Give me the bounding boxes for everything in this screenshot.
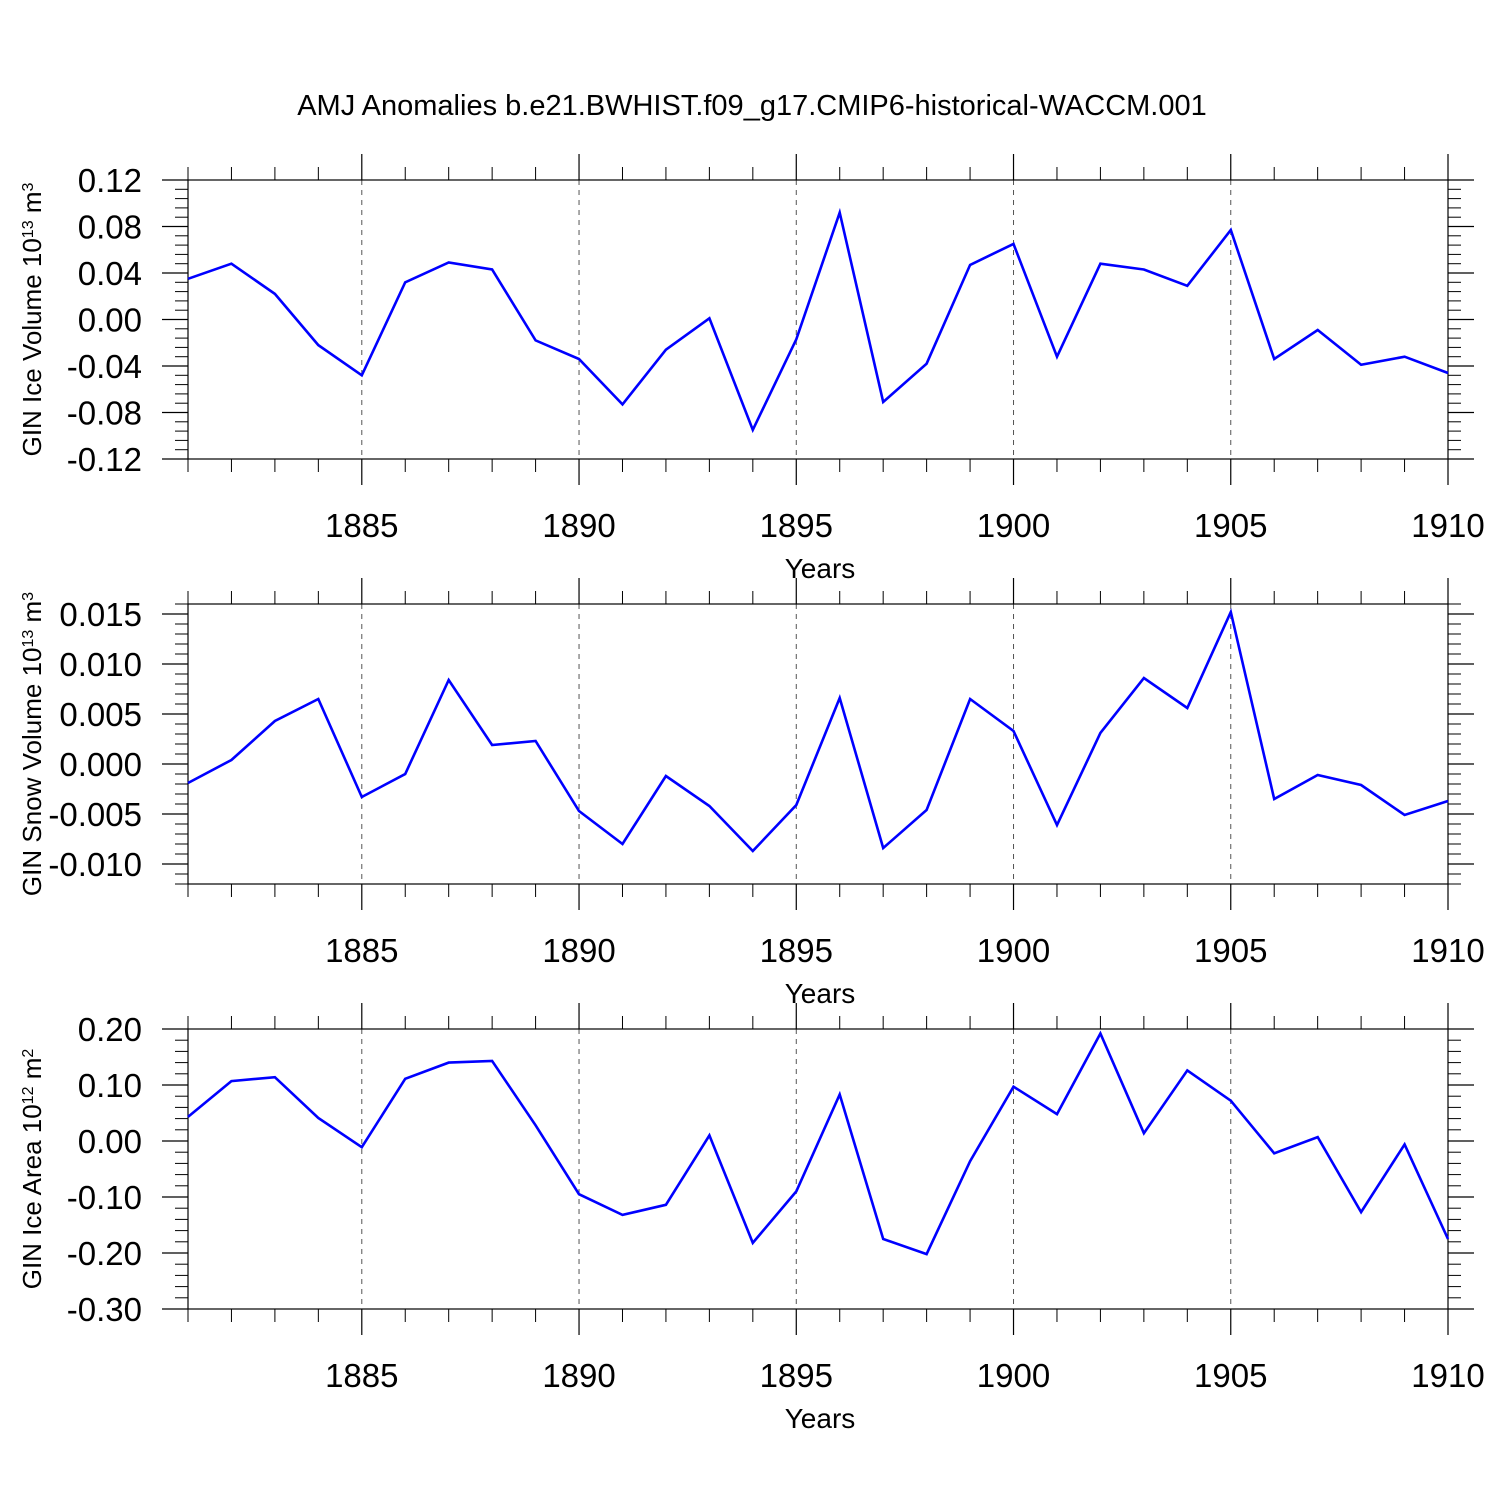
x-tick-label: 1885: [325, 932, 398, 969]
x-tick-label: 1910: [1411, 507, 1484, 544]
y-tick-label: 0.015: [59, 596, 142, 633]
x-tick-label: 1905: [1194, 507, 1267, 544]
y-tick-label: -0.10: [67, 1179, 142, 1216]
series-line: [187, 607, 1449, 853]
x-tick-label: 1900: [977, 1357, 1050, 1394]
x-tick-label: 1890: [542, 507, 615, 544]
plot-frame: [187, 179, 1449, 460]
x-axis-label: Years: [785, 978, 856, 1009]
y-tick-label: -0.20: [67, 1235, 142, 1272]
y-axis-label: GIN Snow Volume 1013 m3: [17, 592, 47, 896]
x-tick-label: 1895: [760, 1357, 833, 1394]
chart-panel-3: 0.20 0.10 0.00 -0.10 -0.20 -0.30 1885 1890 1895 1…: [17, 1003, 1485, 1434]
y-tick-label: -0.010: [48, 846, 142, 883]
x-tick-label: 1900: [977, 932, 1050, 969]
x-tick-label: 1895: [760, 507, 833, 544]
series-line: [187, 207, 1449, 434]
chart-panel-2: 0.015 0.010 0.005 0.000 -0.005 -0.010 1885 1890…: [17, 578, 1485, 1009]
y-tick-label: 0.04: [78, 255, 142, 292]
y-tick-label: 0.00: [78, 1123, 142, 1160]
y-axis-label: GIN Ice Area 1012 m2: [17, 1049, 47, 1290]
x-tick-label: 1905: [1194, 1357, 1267, 1394]
y-tick-label: 0.12: [78, 162, 142, 199]
y-tick-label: 0.08: [78, 209, 142, 246]
y-tick-label: 0.10: [78, 1067, 142, 1104]
x-tick-label: 1885: [325, 1357, 398, 1394]
plot-frame: [187, 603, 1449, 885]
y-tick-label: -0.04: [67, 348, 142, 385]
y-tick-label: 0.000: [59, 746, 142, 783]
y-tick-label: -0.30: [67, 1291, 142, 1328]
x-axis-label: Years: [785, 1403, 856, 1434]
x-tick-label: 1895: [760, 932, 833, 969]
y-tick-label: -0.12: [67, 441, 142, 478]
x-tick-label: 1890: [542, 1357, 615, 1394]
x-axis-label: Years: [785, 553, 856, 584]
y-tick-label: 0.20: [78, 1011, 142, 1048]
x-tick-label: 1905: [1194, 932, 1267, 969]
x-tick-label: 1910: [1411, 932, 1484, 969]
y-axis-label: GIN Ice Volume 1013 m3: [17, 182, 47, 456]
chart-panel-1: 0.12 0.08 0.04 0.00 -0.04 -0.08 -0.12 1885 1890 1…: [17, 154, 1485, 584]
y-tick-label: -0.005: [48, 796, 142, 833]
x-tick-label: 1910: [1411, 1357, 1484, 1394]
x-tick-label: 1885: [325, 507, 398, 544]
x-tick-label: 1900: [977, 507, 1050, 544]
series-line: [187, 1030, 1450, 1256]
x-tick-label: 1890: [542, 932, 615, 969]
y-tick-label: 0.00: [78, 302, 142, 339]
chart-title: AMJ Anomalies b.e21.BWHIST.f09_g17.CMIP6…: [297, 90, 1207, 122]
plot-frame: [187, 1028, 1449, 1310]
y-tick-label: -0.08: [67, 395, 142, 432]
y-tick-label: 0.010: [59, 646, 142, 683]
y-tick-label: 0.005: [59, 696, 142, 733]
